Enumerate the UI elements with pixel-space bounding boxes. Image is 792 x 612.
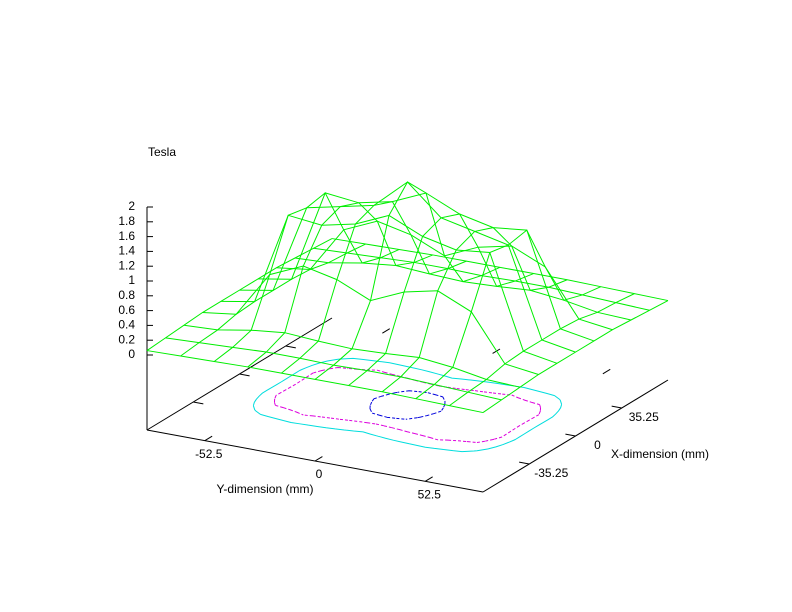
y-tick	[382, 328, 391, 334]
mesh-line	[180, 243, 366, 357]
z-tick-label: 1.2	[118, 258, 135, 272]
mesh-line	[449, 293, 635, 407]
mesh-line	[314, 181, 501, 380]
x-tick	[285, 345, 296, 349]
y-tick	[314, 456, 323, 462]
mesh-line	[239, 181, 576, 353]
mesh-line	[183, 324, 521, 388]
mesh-line	[213, 192, 400, 362]
z-axis-title: Tesla	[148, 145, 176, 159]
z-tick-label: 2	[128, 199, 135, 213]
y-axis-title: Y-dimension (mm)	[217, 482, 314, 496]
y-tick	[424, 476, 433, 482]
mesh-line	[348, 213, 534, 386]
contour	[273, 366, 542, 444]
mesh-line	[146, 238, 333, 351]
x-tick	[239, 373, 250, 377]
mesh-line	[381, 227, 568, 393]
z-tick-label: 1	[128, 273, 135, 287]
y-tick-label: -52.5	[195, 447, 223, 461]
z-tick-label: 0.2	[118, 332, 135, 346]
mesh-line	[281, 201, 467, 374]
z-tick-label: 0	[128, 347, 135, 361]
contour	[369, 390, 446, 420]
x-tick	[519, 461, 530, 465]
x-axis-title: X-dimension (mm)	[611, 447, 709, 461]
x-tick	[611, 405, 622, 409]
y-tick-label: 0	[316, 467, 323, 481]
y-tick	[602, 368, 611, 375]
mesh-line	[415, 229, 602, 400]
mesh-line	[294, 257, 632, 321]
mesh-line	[482, 300, 669, 413]
contour	[252, 357, 563, 453]
x-tick-label: -35.25	[534, 466, 568, 480]
z-tick-label: 0.6	[118, 303, 135, 317]
x-tick-label: 35.25	[629, 410, 659, 424]
mesh-line	[247, 202, 433, 368]
y-tick	[204, 435, 213, 442]
z-tick-label: 0.4	[118, 318, 135, 332]
z-tick-label: 1.4	[118, 244, 135, 258]
x-tick-label: 0	[594, 438, 601, 452]
y-tick-label: 52.5	[418, 488, 442, 502]
z-tick-label: 0.8	[118, 288, 135, 302]
x-tick	[565, 433, 576, 437]
x-tick	[193, 401, 204, 405]
z-tick-label: 1.8	[118, 214, 135, 228]
z-tick-label: 1.6	[118, 229, 135, 243]
